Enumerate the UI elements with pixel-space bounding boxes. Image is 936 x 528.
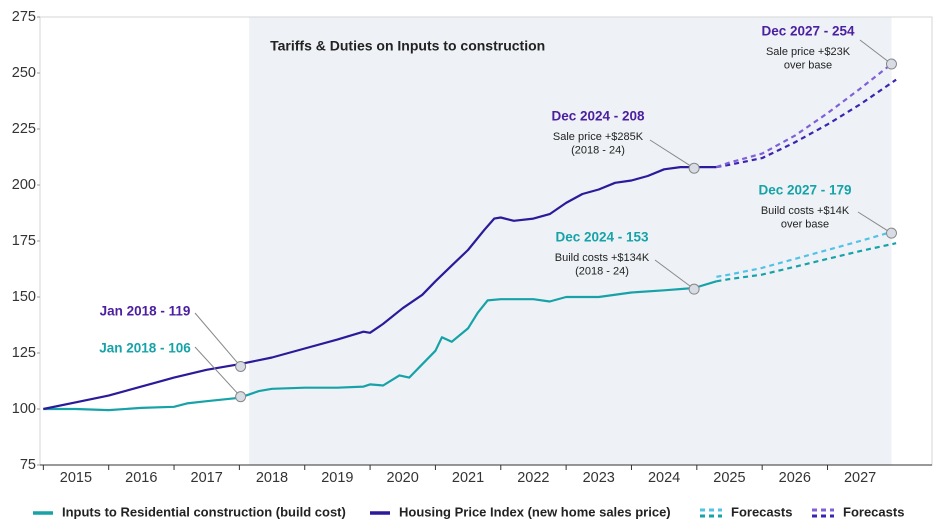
x-tick-label: 2024 [648,470,680,486]
y-tick-label: 150 [12,289,36,305]
x-tick-label: 2022 [517,470,549,486]
region-label: Tariffs & Duties on Inputs to constructi… [270,38,545,54]
x-tick-label: 2026 [779,470,811,486]
x-tick-label: 2021 [452,470,484,486]
annotation-text: over base [781,218,829,230]
annotation-title: Dec 2027 - 254 [761,24,855,39]
x-tick-label: 2020 [387,470,419,486]
y-tick-label: 250 [12,65,36,81]
y-tick-label: 175 [12,233,36,249]
annotation-title: Dec 2024 - 153 [555,230,649,245]
y-tick-label: 125 [12,345,36,361]
x-tick-label: 2016 [125,470,157,486]
annotation-text: (2018 - 24) [575,265,629,277]
x-tick-label: 2027 [844,470,876,486]
legend-label: Forecasts [843,504,904,519]
leader-line [194,312,241,367]
x-tick-label: 2017 [191,470,223,486]
y-tick-label: 100 [12,401,36,417]
legend-label: Inputs to Residential construction (buil… [62,504,346,519]
leader-line [194,346,241,398]
series-line [716,63,893,169]
x-tick-label: 2015 [60,470,92,486]
annotation-marker [688,162,700,174]
x-tick-label: 2025 [713,470,745,486]
series-line [43,280,717,412]
y-tick-label: 275 [12,9,36,25]
annotation-text: over base [784,59,832,71]
annotation-title: Jan 2018 - 106 [99,341,191,356]
annotation-text: Build costs +$134K [555,252,650,264]
annotation-title: Jan 2018 - 119 [100,304,191,319]
annotation-text: Sale price +$285K [553,131,644,143]
y-tick-label: 200 [12,177,36,193]
shaded-region [249,17,892,465]
annotation-text: Build costs +$14K [761,205,850,217]
x-tick-label: 2019 [321,470,353,486]
series-line [43,166,717,411]
leader-line [649,139,695,169]
series-line [716,78,897,169]
x-tick-label: 2023 [583,470,615,486]
annotation-title: Dec 2027 - 179 [758,183,851,198]
leader-line [654,259,695,290]
annotation-marker [885,58,897,70]
annotation-marker [688,283,700,295]
annotation-title: Dec 2024 - 208 [551,109,645,124]
leader-line [859,39,892,65]
annotation-text: Sale price +$23K [766,46,851,58]
y-tick-label: 225 [12,121,36,137]
series-line [716,230,892,278]
series-line [716,242,897,283]
annotation-text: (2018 - 24) [571,144,625,156]
annotation-marker [885,227,897,239]
annotation-marker [235,360,247,372]
legend-label: Housing Price Index (new home sales pric… [399,504,671,519]
y-tick-label: 75 [20,457,36,473]
annotation-marker [235,391,247,403]
legend-label: Forecasts [731,504,792,519]
x-tick-label: 2018 [256,470,288,486]
leader-line [857,211,892,234]
